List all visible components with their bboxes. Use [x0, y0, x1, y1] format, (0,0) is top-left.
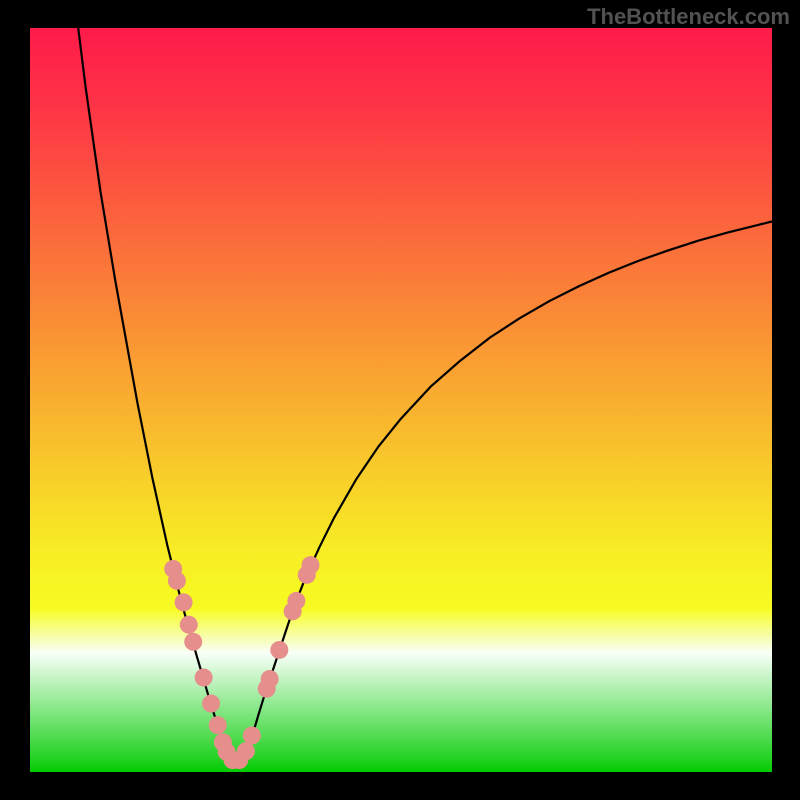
data-marker [195, 669, 213, 687]
data-marker [175, 593, 193, 611]
data-marker [270, 641, 288, 659]
data-marker [261, 670, 279, 688]
attribution-text: TheBottleneck.com [587, 4, 790, 30]
data-marker [180, 616, 198, 634]
data-marker [168, 572, 186, 590]
data-marker [243, 727, 261, 745]
bottleneck-chart [0, 0, 800, 800]
chart-plot-bg [30, 28, 772, 772]
data-marker [287, 592, 305, 610]
data-marker [184, 633, 202, 651]
data-marker [237, 742, 255, 760]
data-marker [301, 556, 319, 574]
data-marker [209, 716, 227, 734]
data-marker [202, 695, 220, 713]
